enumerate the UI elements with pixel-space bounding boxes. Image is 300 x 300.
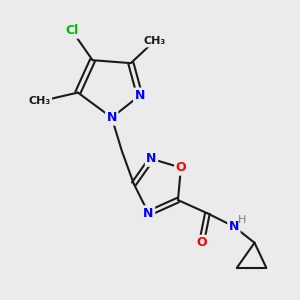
Text: O: O [196, 236, 207, 249]
Text: O: O [176, 161, 186, 174]
Text: N: N [143, 207, 154, 220]
Text: Cl: Cl [65, 24, 79, 37]
Text: N: N [146, 152, 157, 165]
Text: CH₃: CH₃ [143, 36, 166, 46]
Text: H: H [238, 215, 246, 225]
Text: N: N [229, 220, 239, 233]
Text: N: N [134, 89, 145, 102]
Text: N: N [106, 111, 117, 124]
Text: CH₃: CH₃ [28, 96, 51, 106]
